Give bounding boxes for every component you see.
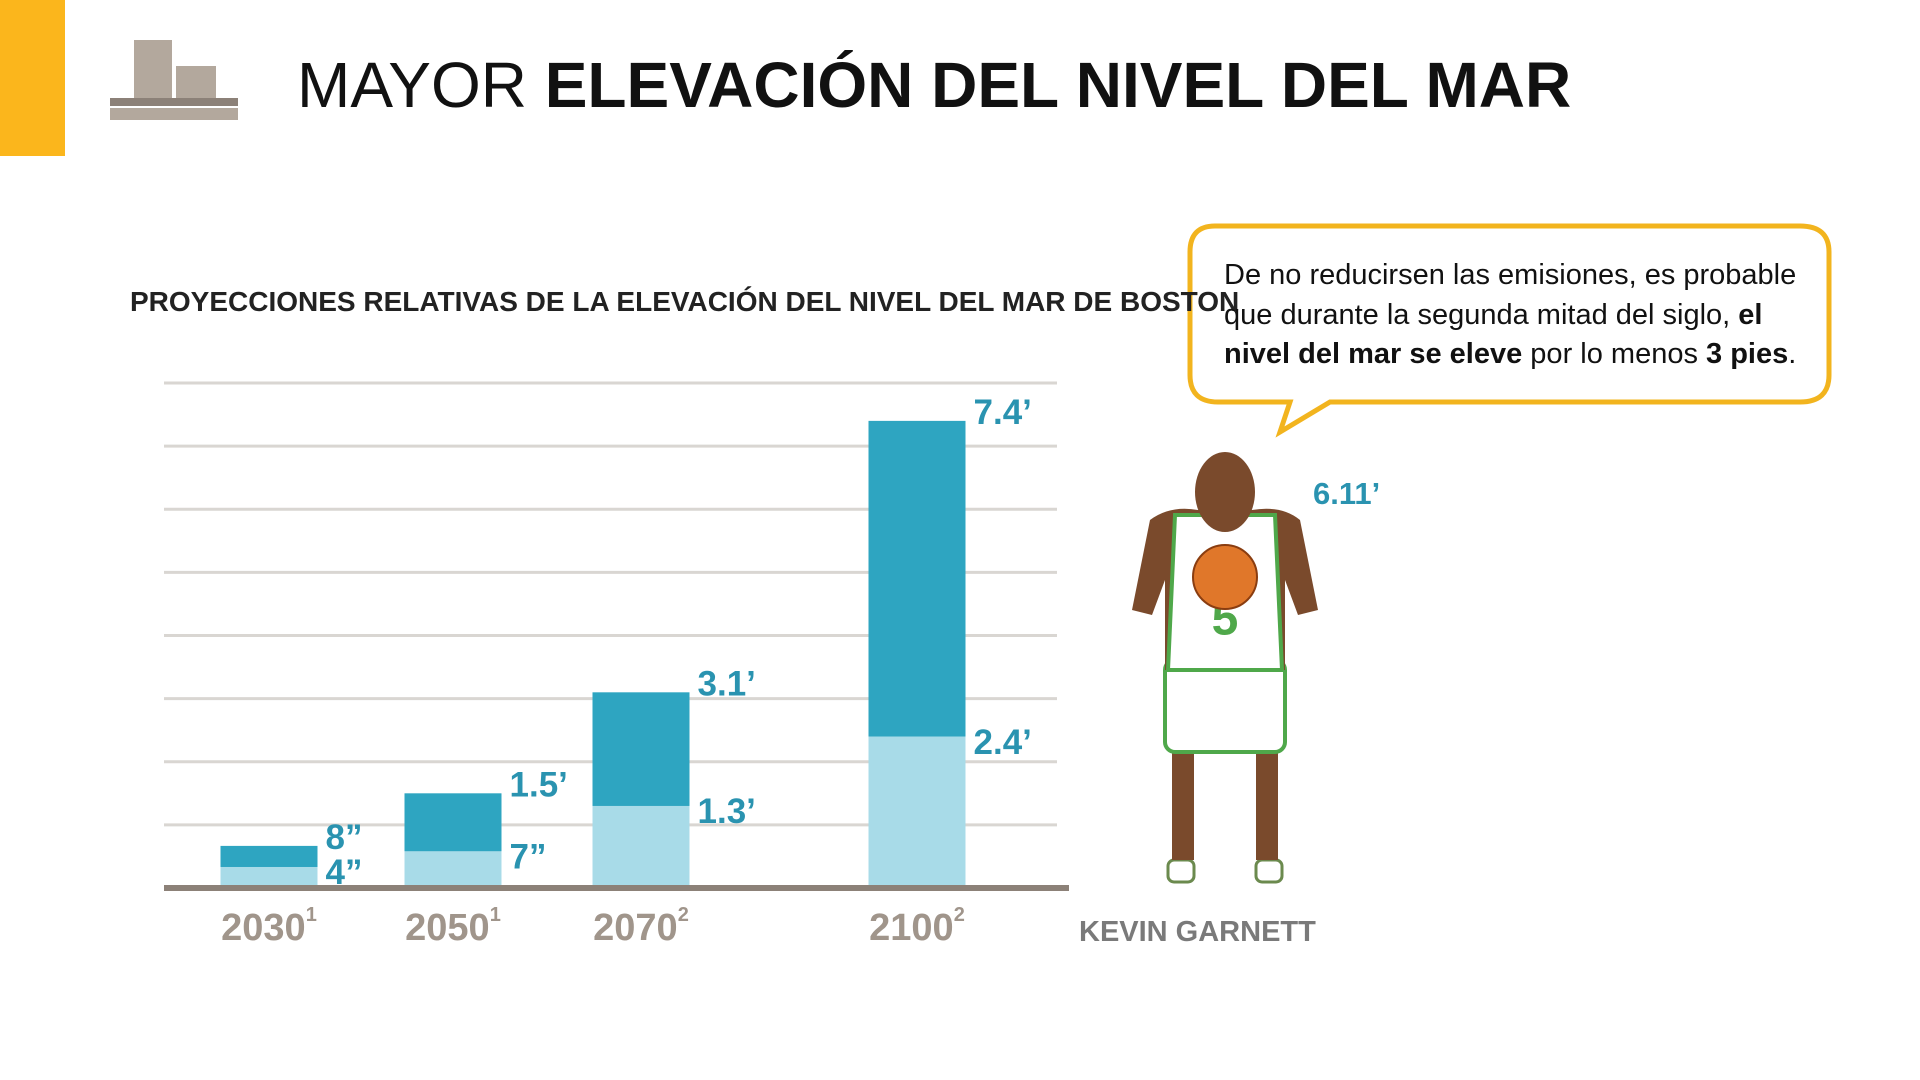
category: 2030 [221,907,306,949]
chart-title: PROYECCIONES RELATIVAS DE LA ELEVACIÓN D… [130,286,1240,317]
x-tick-label: 21002 [869,904,965,949]
category: 2100 [869,907,954,949]
callout-part: De no reducirsen las emisiones, es proba… [1224,259,1797,331]
value-label: 7.4’ [974,393,1032,432]
accent-bar [0,0,65,156]
category-note: 1 [490,904,501,926]
value-label: 8” [326,818,363,857]
callout-part: por lo menos [1522,338,1707,370]
player-illustration: 5 [1132,452,1318,884]
bar [404,851,502,888]
city-icon [110,40,238,120]
callout-part: 3 pies [1706,338,1789,370]
value-label: 1.3’ [698,792,756,831]
callout-part: . [1788,338,1797,370]
category-note: 2 [954,904,965,926]
category: 2050 [405,907,490,949]
page-title: MAYOR ELEVACIÓN DEL NIVEL DEL MAR [297,48,1571,122]
x-tick-label: 20301 [221,904,317,949]
bar [220,866,318,888]
speech-bubble [1187,223,1832,438]
title-bold: ELEVACIÓN DEL NIVEL DEL MAR [544,49,1572,121]
callout-part: el nivel del mar se eleve [1224,298,1763,371]
title-light: MAYOR [297,49,527,121]
value-label: 1.5’ [510,766,568,805]
bar [592,805,690,888]
player-height: 6.11’ [1313,476,1381,511]
category-note: 2 [678,904,689,926]
value-label: 7” [510,837,547,876]
category-note: 1 [306,904,317,926]
x-tick-label: 20501 [405,904,501,949]
category: 2070 [593,907,678,949]
value-label: 2.4’ [974,723,1032,762]
x-tick-label: 20702 [593,904,689,949]
bar [868,736,966,888]
value-label: 3.1’ [698,665,756,704]
player-name: KEVIN GARNETT [1079,916,1316,948]
callout-text: De no reducirsen las emisiones, es proba… [1224,256,1804,375]
